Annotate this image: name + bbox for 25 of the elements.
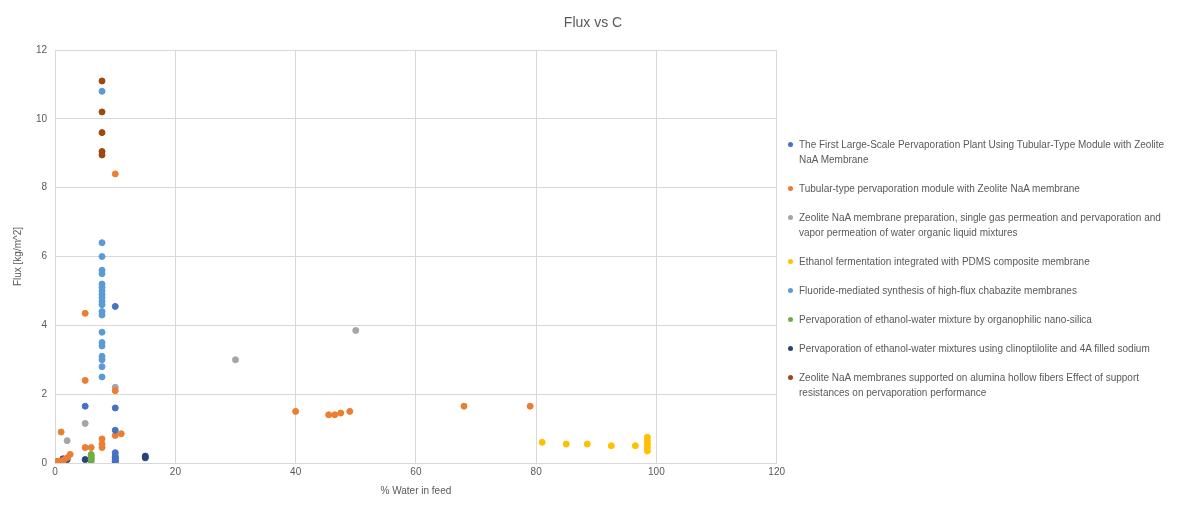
legend-label: Pervaporation of ethanol-water mixtures using clinoptilolite and 4A filled sodium — [799, 342, 1150, 356]
y-tick-label: 10 — [36, 112, 48, 124]
x-tick-label: 120 — [768, 465, 786, 477]
x-tick-label: 0 — [52, 465, 59, 477]
legend-label: Fluoride-mediated synthesis of high-flux chabazite membranes — [799, 284, 1077, 298]
y-axis-title: Flux [kg/m^2] — [11, 226, 23, 287]
chart-title: Flux vs C — [562, 13, 624, 32]
legend-label: The First Large-Scale Pervaporation Plant Using Tubular-Type Module with Zeolite NaA Membrane — [799, 138, 1166, 167]
legend-label: Tubular-type pervaporation module with Zeolite NaA membrane — [799, 182, 1080, 196]
legend-label: Zeolite NaA membranes supported on alumina hollow fibers Effect of support resistances on pervaporation performance — [799, 371, 1140, 400]
y-tick-label: 0 — [41, 456, 48, 468]
x-tick-label: 100 — [648, 465, 666, 477]
legend-label: Pervaporation of ethanol-water mixture by organophilic nano-silica — [799, 313, 1092, 327]
legend-label: Zeolite NaA membrane preparation, single gas permeation and pervaporation and vapor permeation of water organic liquid mixtures — [799, 211, 1162, 240]
x-tick-label: 40 — [290, 465, 302, 477]
x-tick-label: 20 — [169, 465, 182, 477]
x-tick-label: 80 — [530, 465, 543, 477]
y-tick-label: 6 — [41, 250, 48, 262]
y-tick-label: 8 — [41, 181, 48, 193]
y-tick-label: 4 — [41, 319, 48, 331]
x-axis-title: % Water in feed — [380, 484, 452, 496]
y-tick-label: 12 — [36, 43, 48, 55]
y-tick-label: 2 — [41, 387, 48, 399]
legend-label: Ethanol fermentation integrated with PDMS composite membrane — [799, 255, 1090, 269]
x-tick-label: 60 — [410, 465, 422, 477]
